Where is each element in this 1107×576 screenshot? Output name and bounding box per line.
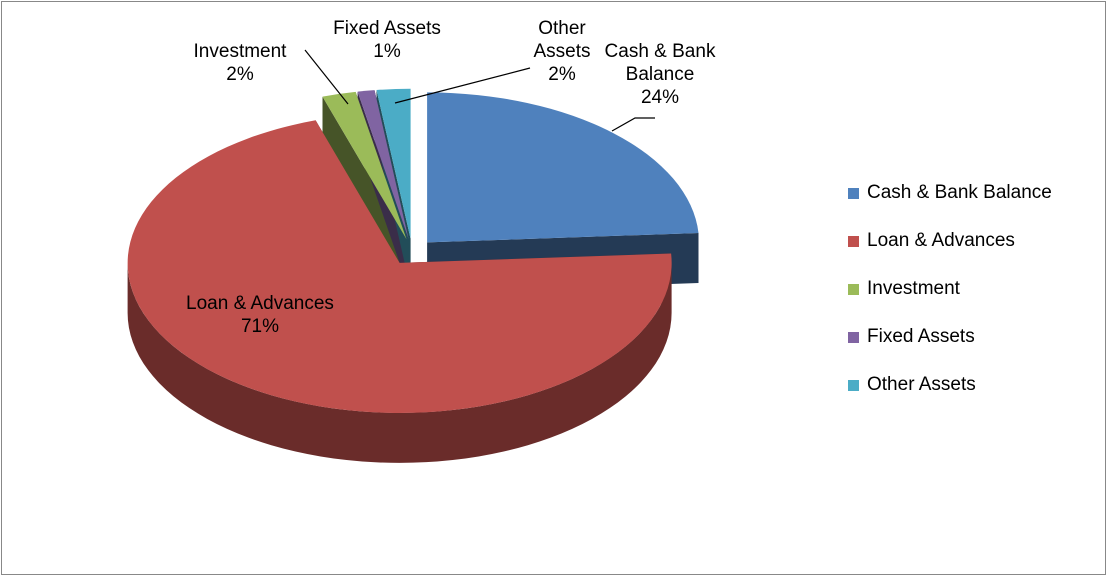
legend-item: Loan & Advances [848,230,1015,252]
data-label-name: Cash & Bank Balance [604,41,716,85]
leader-line [394,67,531,104]
data-label: Loan & Advances 71% [140,292,380,338]
legend-item: Cash & Bank Balance [848,182,1052,204]
data-label-value: 24% [640,87,680,108]
data-label-name: Fixed Assets [333,18,441,39]
leader-line [304,49,349,105]
data-label-name: Other Assets [533,18,591,62]
data-label: Cash & Bank Balance 24% [600,40,720,109]
legend-swatch [848,283,859,295]
legend-label: Investment [867,278,960,299]
legend-swatch [848,187,859,199]
legend-label: Other Assets [867,374,976,395]
data-label: Fixed Assets 1% [317,17,457,63]
slice [127,120,672,413]
data-label-value: 71% [240,316,280,337]
data-label-name: Loan & Advances [186,293,334,314]
slice [427,92,699,243]
data-label-value: 2% [548,64,576,85]
legend-swatch [848,331,859,343]
data-label-value: 2% [226,64,254,85]
legend-swatch [848,379,859,391]
leader-lines [304,49,655,132]
slice [322,91,407,240]
legend-label: Cash & Bank Balance [867,182,1052,203]
slice-wall [127,262,672,463]
slice [357,90,409,239]
data-label: Other Assets 2% [522,17,602,86]
legend-item: Fixed Assets [848,326,975,348]
legend-item: Investment [848,278,960,300]
slice [376,88,411,239]
leader-line [611,117,655,132]
legend-swatch [848,235,859,247]
legend-item: Other Assets [848,374,976,396]
legend-label: Loan & Advances [867,230,1015,251]
legend-label: Fixed Assets [867,326,975,347]
data-label-name: Investment [193,41,287,62]
data-label-value: 1% [373,41,401,62]
data-label: Investment 2% [175,40,305,86]
